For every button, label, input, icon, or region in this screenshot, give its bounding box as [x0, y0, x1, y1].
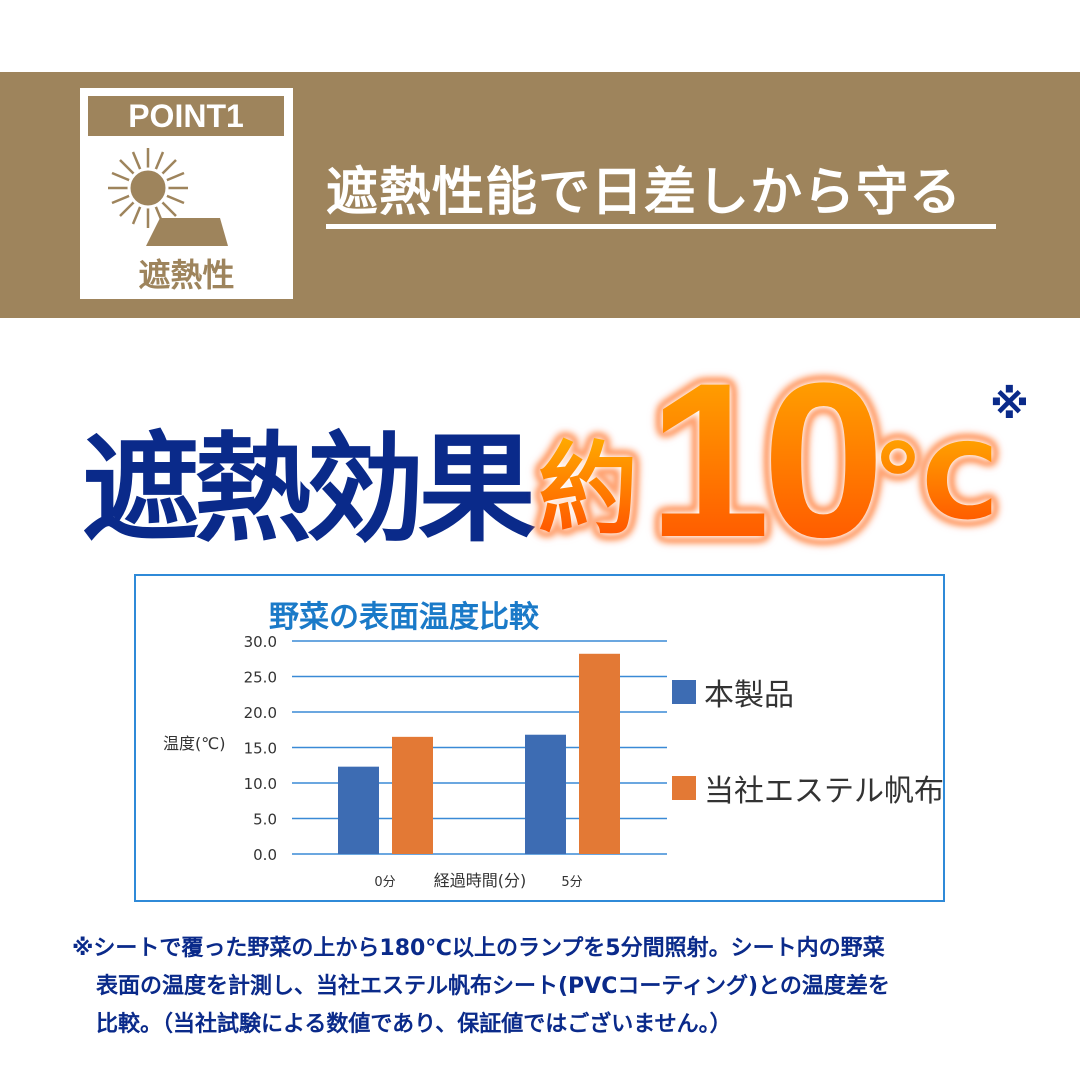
point-label: POINT1 — [88, 96, 284, 136]
y-axis-label: 温度(℃) — [163, 734, 225, 753]
legend-swatch — [672, 776, 696, 800]
legend-item: 本製品 — [672, 670, 794, 714]
y-tick-label: 5.0 — [253, 811, 277, 829]
sun-roof-icon — [108, 148, 228, 246]
legend-label: 本製品 — [704, 678, 794, 713]
legend-item: 当社エステル帆布 — [672, 766, 944, 810]
chart-title: 野菜の表面温度比較 — [269, 600, 539, 635]
bar — [525, 734, 566, 854]
x-tick-label: 5分 — [561, 875, 582, 890]
hero-prefix: 約 — [538, 431, 638, 548]
bar — [579, 653, 620, 854]
y-tick-label: 30.0 — [244, 633, 277, 651]
x-axis-label: 経過時間(分) — [434, 871, 527, 890]
point-badge: POINT1 遮熱性 — [80, 88, 293, 299]
legend-swatch — [672, 680, 696, 704]
headline: 遮熱性能で日差しから守る — [326, 163, 963, 223]
hero-text: 遮熱効果 — [82, 420, 536, 558]
footnote-line: ※シートで覆った野菜の上から180℃以上のランプを5分間照射。シート内の野菜 — [72, 936, 885, 961]
bar — [392, 736, 433, 854]
y-tick-label: 25.0 — [244, 669, 277, 687]
y-tick-label: 20.0 — [244, 704, 277, 722]
footnote-line: 表面の温度を計測し、当社エステル帆布シート(PVCコーティング)との温度差を — [96, 974, 890, 999]
hero-unit: ℃ — [872, 421, 998, 543]
legend-label: 当社エステル帆布 — [704, 774, 944, 809]
badge-subtitle: 遮熱性 — [138, 256, 235, 294]
footnote-line: 比較。（当社試験による数値であり、保証値ではございません。） — [96, 1012, 732, 1037]
x-tick-label: 0分 — [374, 875, 395, 890]
footnote: ※シートで覆った野菜の上から180℃以上のランプを5分間照射。シート内の野菜 表… — [72, 930, 1032, 1044]
hero-number: 10 — [648, 337, 885, 583]
footnote-mark: ※ — [990, 382, 1029, 428]
y-tick-label: 0.0 — [253, 846, 277, 864]
y-tick-label: 15.0 — [244, 740, 277, 758]
bar — [338, 766, 379, 854]
headline-underline — [326, 224, 996, 229]
y-tick-label: 10.0 — [244, 775, 277, 793]
